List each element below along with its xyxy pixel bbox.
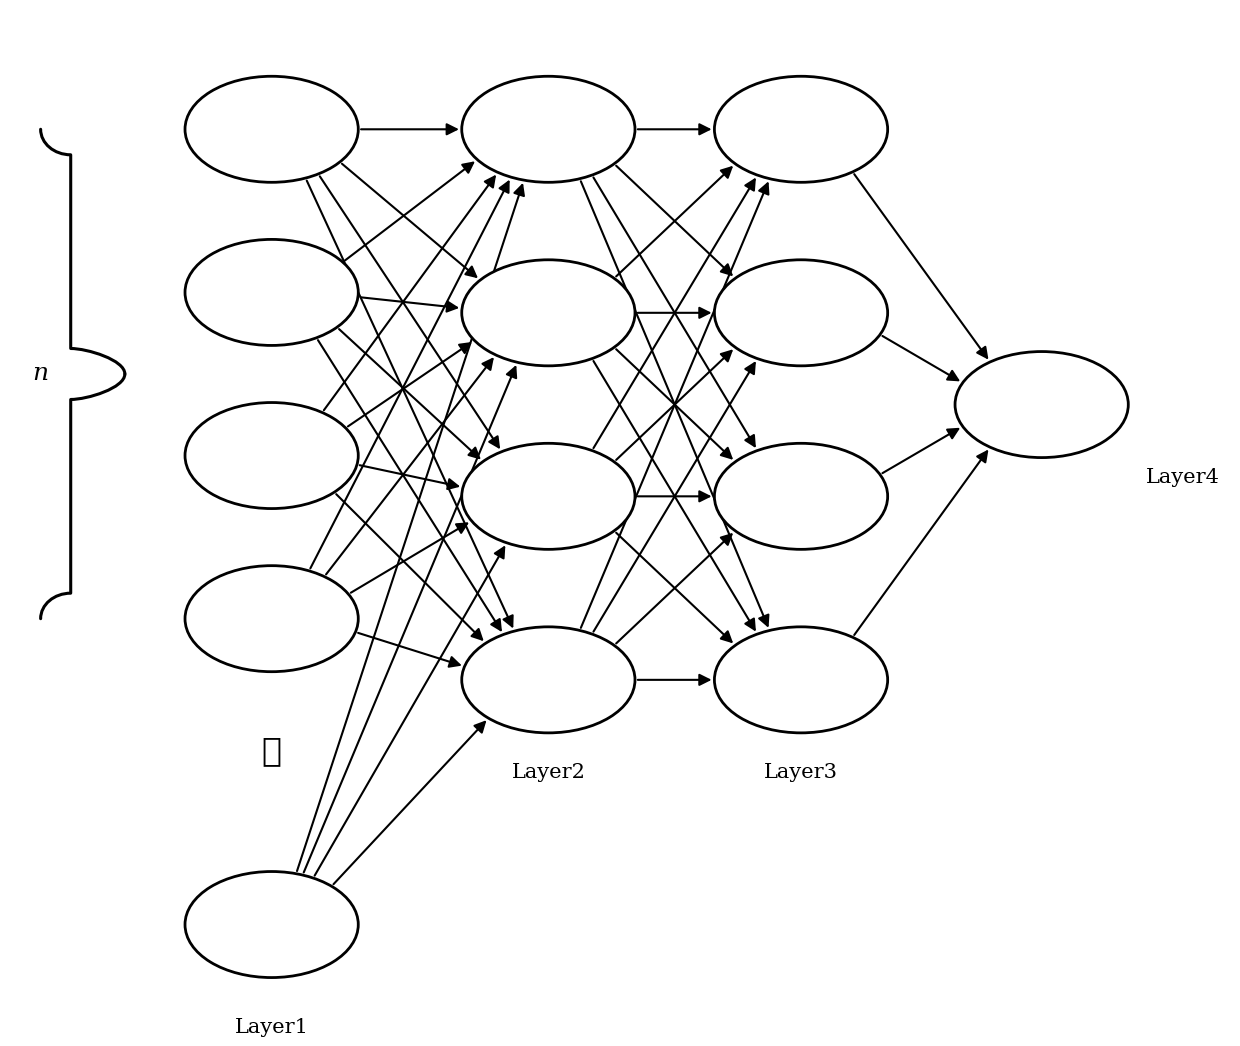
Ellipse shape <box>955 351 1128 457</box>
Ellipse shape <box>185 240 358 345</box>
Ellipse shape <box>714 627 888 733</box>
Ellipse shape <box>714 444 888 549</box>
Text: n: n <box>32 363 48 386</box>
Ellipse shape <box>714 76 888 182</box>
Ellipse shape <box>461 444 635 549</box>
Ellipse shape <box>461 627 635 733</box>
Ellipse shape <box>714 259 888 366</box>
Ellipse shape <box>185 403 358 508</box>
Ellipse shape <box>461 259 635 366</box>
Ellipse shape <box>185 871 358 978</box>
Text: Layer4: Layer4 <box>1146 468 1220 486</box>
Text: Layer1: Layer1 <box>234 1019 309 1038</box>
Text: Layer3: Layer3 <box>764 764 838 782</box>
Text: ⋮: ⋮ <box>262 735 281 767</box>
Ellipse shape <box>185 566 358 672</box>
Ellipse shape <box>461 76 635 182</box>
Ellipse shape <box>185 76 358 182</box>
Text: Layer2: Layer2 <box>511 764 585 782</box>
